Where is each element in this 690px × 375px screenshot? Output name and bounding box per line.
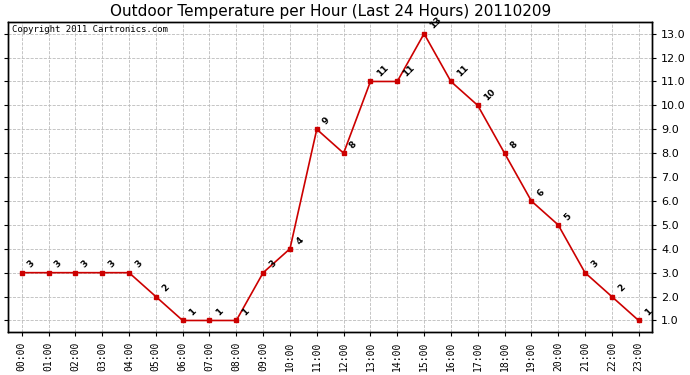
Text: 11: 11 xyxy=(402,63,417,79)
Text: 4: 4 xyxy=(294,235,305,246)
Text: 5: 5 xyxy=(562,211,573,222)
Text: 11: 11 xyxy=(375,63,390,79)
Text: 3: 3 xyxy=(267,259,278,270)
Text: 2: 2 xyxy=(160,283,171,294)
Text: 3: 3 xyxy=(79,259,90,270)
Text: 11: 11 xyxy=(455,63,471,79)
Text: 1: 1 xyxy=(214,307,224,318)
Text: 3: 3 xyxy=(133,259,144,270)
Text: 8: 8 xyxy=(509,140,520,150)
Text: 3: 3 xyxy=(589,259,600,270)
Text: 1: 1 xyxy=(187,307,197,318)
Text: 1: 1 xyxy=(241,307,251,318)
Text: Copyright 2011 Cartronics.com: Copyright 2011 Cartronics.com xyxy=(12,25,168,34)
Text: 6: 6 xyxy=(535,188,546,198)
Text: 8: 8 xyxy=(348,140,359,150)
Text: 1: 1 xyxy=(643,307,653,318)
Text: 3: 3 xyxy=(26,259,37,270)
Text: 3: 3 xyxy=(52,259,63,270)
Text: 3: 3 xyxy=(106,259,117,270)
Text: 2: 2 xyxy=(616,283,627,294)
Text: 10: 10 xyxy=(482,87,497,103)
Title: Outdoor Temperature per Hour (Last 24 Hours) 20110209: Outdoor Temperature per Hour (Last 24 Ho… xyxy=(110,4,551,19)
Text: 13: 13 xyxy=(428,16,444,31)
Text: 9: 9 xyxy=(321,116,332,126)
